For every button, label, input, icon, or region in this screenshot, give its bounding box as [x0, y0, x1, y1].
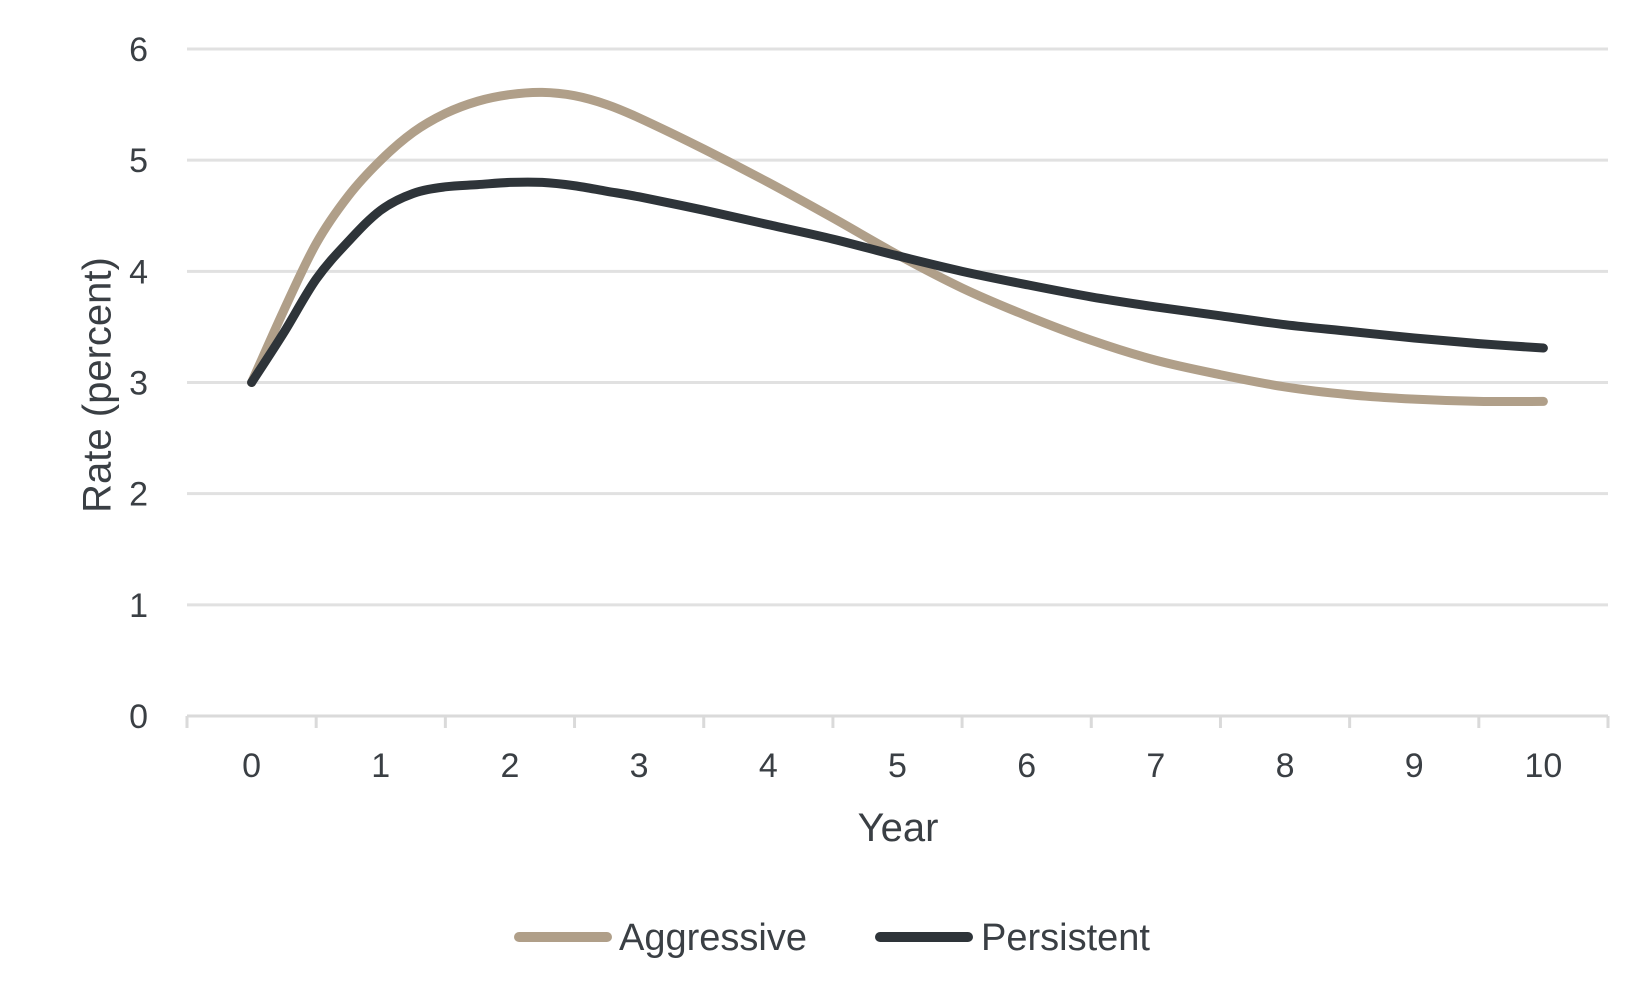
y-tick-label: 5	[129, 142, 148, 180]
x-axis-title: Year	[858, 806, 939, 850]
x-tick-label: 8	[1276, 747, 1295, 785]
legend-label: Aggressive	[619, 917, 807, 959]
gridlines	[187, 47, 1608, 607]
legend-item-aggressive: Aggressive	[514, 917, 807, 959]
x-tick-label: 4	[759, 747, 778, 785]
legend-label: Persistent	[981, 917, 1150, 959]
x-tick-label: 1	[371, 747, 390, 785]
x-tick-label: 5	[888, 747, 907, 785]
y-tick-label: 0	[129, 698, 148, 736]
x-tick-label: 3	[630, 747, 649, 785]
legend: Aggressive Persistent	[514, 917, 1150, 959]
y-tick-label: 1	[129, 587, 148, 625]
x-tick-label: 9	[1405, 747, 1424, 785]
x-tick-label: 6	[1017, 747, 1036, 785]
legend-item-persistent: Persistent	[875, 917, 1150, 959]
y-tick-label: 6	[129, 31, 148, 69]
x-tick-label: 10	[1524, 747, 1562, 785]
y-tick-label: 3	[129, 365, 148, 403]
x-axis	[185, 714, 1610, 728]
y-tick-label: 4	[129, 253, 148, 291]
x-tick-label: 7	[1146, 747, 1165, 785]
y-axis-title: Rate (percent)	[76, 257, 120, 513]
x-tick-label: 2	[500, 747, 519, 785]
series-line-persistent	[247, 177, 1548, 387]
y-tick-label: 2	[129, 476, 148, 514]
y-axis-tick-labels: 0 1 2 3 4 5 6	[129, 31, 148, 736]
x-axis-tick-labels: 0 1 2 3 4 5 6 7 8 9 10	[242, 747, 1562, 785]
x-tick-label: 0	[242, 747, 261, 785]
series-lines	[247, 87, 1548, 407]
series-line-aggressive	[247, 87, 1548, 407]
